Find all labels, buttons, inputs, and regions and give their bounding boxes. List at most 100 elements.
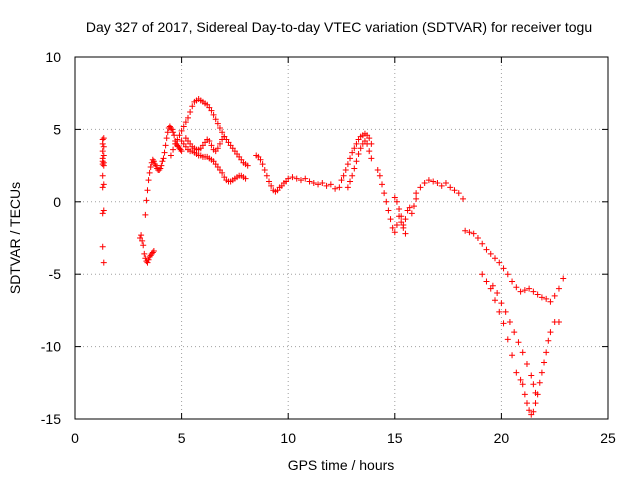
data-points	[99, 95, 567, 418]
data-point	[99, 184, 106, 191]
data-point	[289, 174, 296, 181]
data-point	[523, 360, 530, 367]
data-point	[167, 152, 174, 159]
data-point	[163, 135, 170, 142]
data-point	[206, 137, 213, 144]
data-point	[521, 287, 528, 294]
x-tick-label: 20	[494, 430, 510, 446]
data-point	[496, 308, 503, 315]
data-point	[180, 123, 187, 130]
data-point	[145, 256, 152, 263]
data-point	[138, 232, 145, 239]
plot-frame	[74, 56, 609, 420]
data-point	[551, 292, 558, 299]
data-point	[170, 146, 177, 153]
data-point	[99, 161, 106, 168]
data-point	[340, 172, 347, 179]
y-tick-label: -5	[49, 266, 62, 282]
data-point	[462, 227, 469, 234]
data-point	[189, 103, 196, 110]
data-point	[509, 278, 516, 285]
data-point	[293, 175, 300, 182]
data-point	[357, 145, 364, 152]
data-point	[381, 190, 388, 197]
data-point	[351, 145, 358, 152]
axis-ticks: 0 5 10 15 20 25 -15 -10 -5 0 5 10	[41, 49, 616, 446]
data-point	[451, 187, 458, 194]
data-point	[315, 181, 322, 188]
data-point	[402, 216, 409, 223]
data-point	[182, 119, 189, 126]
data-point	[500, 265, 507, 272]
data-point	[347, 155, 354, 162]
data-point	[353, 140, 360, 147]
data-point	[504, 271, 511, 278]
x-tick-label: 10	[280, 430, 296, 446]
data-point	[214, 120, 221, 127]
data-point	[149, 249, 156, 256]
data-point	[151, 161, 158, 168]
data-point	[162, 142, 169, 149]
data-point	[509, 352, 516, 359]
data-point	[483, 246, 490, 253]
data-point	[410, 203, 417, 210]
data-point	[496, 259, 503, 266]
data-point	[487, 250, 494, 257]
data-point	[332, 185, 339, 192]
data-point	[538, 294, 545, 301]
data-point	[297, 177, 304, 184]
data-point	[219, 129, 226, 136]
data-point	[161, 149, 168, 156]
data-point	[143, 197, 150, 204]
data-point	[379, 181, 386, 188]
data-point	[547, 298, 554, 305]
data-point	[479, 271, 486, 278]
data-point	[366, 148, 373, 155]
data-point	[99, 210, 106, 217]
data-point	[285, 175, 292, 182]
data-point	[406, 204, 413, 211]
data-point	[521, 391, 528, 398]
data-point	[376, 172, 383, 179]
data-point	[266, 178, 273, 185]
data-point	[342, 166, 349, 173]
data-point	[402, 230, 409, 237]
data-point	[364, 140, 371, 147]
data-point	[338, 177, 345, 184]
data-point	[159, 158, 166, 165]
data-point	[327, 181, 334, 188]
data-point	[268, 182, 275, 189]
data-point	[100, 143, 107, 150]
data-point	[447, 184, 454, 191]
x-tick-label: 15	[387, 430, 403, 446]
x-tick-label: 25	[600, 430, 616, 446]
data-point	[421, 179, 428, 186]
data-point	[145, 177, 152, 184]
data-point	[519, 349, 526, 356]
data-point	[257, 156, 264, 163]
data-point	[178, 148, 185, 155]
data-point	[492, 297, 499, 304]
data-point	[149, 156, 156, 163]
data-point	[178, 127, 185, 134]
data-point	[140, 242, 147, 249]
data-point	[400, 221, 407, 228]
y-tick-label: 5	[53, 121, 61, 137]
x-tick-label: 5	[178, 430, 186, 446]
data-point	[393, 198, 400, 205]
data-point	[434, 179, 441, 186]
data-point	[344, 184, 351, 191]
data-point	[536, 379, 543, 386]
data-point	[545, 337, 552, 344]
data-point	[483, 278, 490, 285]
data-point	[391, 194, 398, 201]
y-tick-label: 0	[53, 194, 61, 210]
data-point	[498, 300, 505, 307]
y-tick-label: -15	[41, 411, 61, 427]
data-point	[141, 250, 148, 257]
data-point	[216, 140, 223, 147]
data-point	[504, 336, 511, 343]
data-point	[526, 285, 533, 292]
data-point	[430, 178, 437, 185]
data-point	[543, 295, 550, 302]
